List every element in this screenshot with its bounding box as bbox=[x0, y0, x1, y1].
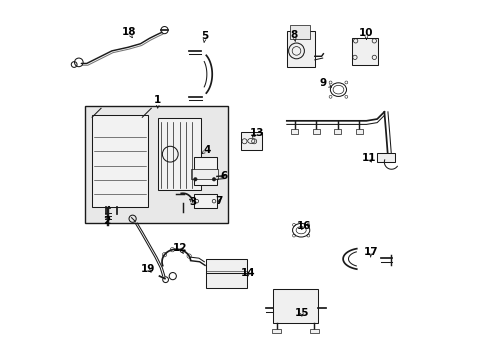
Text: 15: 15 bbox=[294, 308, 308, 318]
Bar bbox=[191, 168, 218, 179]
Bar bbox=[158, 118, 201, 190]
Bar bbox=[312, 129, 319, 134]
Text: 12: 12 bbox=[172, 243, 187, 253]
Text: 16: 16 bbox=[296, 221, 310, 231]
Text: 19: 19 bbox=[140, 264, 155, 274]
Bar bbox=[92, 116, 147, 207]
Bar bbox=[193, 194, 217, 208]
Text: 18: 18 bbox=[122, 27, 136, 37]
Bar bbox=[273, 289, 317, 323]
Text: 2: 2 bbox=[102, 216, 110, 226]
Bar bbox=[272, 329, 281, 333]
Bar bbox=[290, 25, 309, 40]
Text: 4: 4 bbox=[203, 144, 210, 154]
Bar bbox=[376, 153, 394, 162]
Bar bbox=[333, 129, 341, 134]
Text: 10: 10 bbox=[359, 28, 373, 38]
Text: 14: 14 bbox=[240, 267, 255, 278]
Text: 6: 6 bbox=[220, 171, 227, 181]
Bar bbox=[355, 129, 362, 134]
Text: 13: 13 bbox=[249, 128, 264, 138]
Bar bbox=[309, 329, 318, 333]
Text: 17: 17 bbox=[363, 247, 377, 257]
Bar bbox=[205, 259, 246, 288]
Bar bbox=[193, 157, 217, 185]
Bar bbox=[290, 129, 298, 134]
Bar bbox=[241, 132, 261, 149]
Text: 11: 11 bbox=[361, 153, 376, 163]
Text: 9: 9 bbox=[319, 78, 326, 88]
Text: 7: 7 bbox=[215, 196, 223, 206]
Bar bbox=[351, 38, 377, 64]
Bar bbox=[286, 31, 314, 67]
Circle shape bbox=[212, 177, 215, 181]
Text: 3: 3 bbox=[188, 197, 196, 207]
Text: 8: 8 bbox=[290, 30, 297, 40]
Text: 1: 1 bbox=[154, 95, 161, 105]
Bar bbox=[85, 107, 228, 223]
Text: 5: 5 bbox=[201, 31, 208, 41]
Circle shape bbox=[193, 177, 197, 181]
